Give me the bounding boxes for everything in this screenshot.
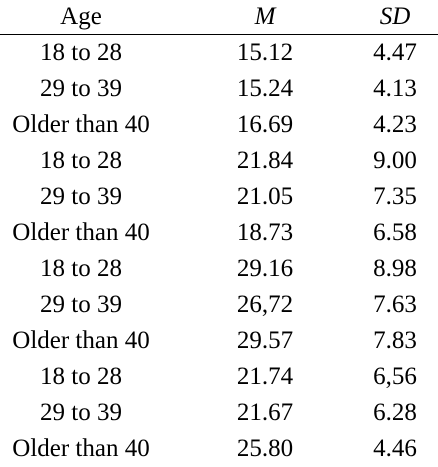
mean-cell: 21.74 — [236, 363, 294, 390]
age-cell: 18 to 28 — [40, 255, 122, 282]
mean-cell: 15.24 — [236, 75, 294, 102]
mean-cell: 25.80 — [236, 435, 294, 462]
table-row: 29 to 39 21.05 7.35 — [0, 179, 438, 215]
age-cell: 18 to 28 — [40, 363, 122, 390]
sd-cell: 4.13 — [373, 75, 417, 102]
mean-cell: 29.57 — [236, 327, 294, 354]
table-header: Age M SD — [0, 0, 438, 35]
table-row: Older than 40 18.73 6.58 — [0, 215, 438, 251]
age-cell: 29 to 39 — [40, 291, 122, 318]
age-cell: Older than 40 — [12, 219, 150, 246]
table-row: 29 to 39 15.24 4.13 — [0, 71, 438, 107]
sd-cell: 7.83 — [373, 327, 417, 354]
table-body: 18 to 28 15.12 4.47 29 to 39 15.24 4.13 … — [0, 35, 438, 467]
sd-cell: 7.35 — [373, 183, 417, 210]
mean-cell: 18.73 — [236, 219, 294, 246]
sd-cell: 4.23 — [373, 111, 417, 138]
age-cell: Older than 40 — [12, 327, 150, 354]
age-cell: 29 to 39 — [40, 399, 122, 426]
age-cell: 18 to 28 — [40, 39, 122, 66]
age-cell: 29 to 39 — [40, 183, 122, 210]
sd-cell: 6.28 — [373, 399, 417, 426]
sd-cell: 8.98 — [373, 255, 417, 282]
sd-cell: 6.58 — [373, 219, 417, 246]
age-cell: 29 to 39 — [40, 75, 122, 102]
sd-cell: 4.46 — [373, 435, 417, 462]
sd-cell: 6,56 — [373, 363, 417, 390]
table-row: Older than 40 16.69 4.23 — [0, 107, 438, 143]
header-mean: M — [254, 3, 276, 30]
age-cell: Older than 40 — [12, 111, 150, 138]
table-row: 18 to 28 21.84 9.00 — [0, 143, 438, 179]
mean-cell: 29.16 — [236, 255, 294, 282]
table-row: 29 to 39 26,72 7.63 — [0, 287, 438, 323]
mean-cell: 26,72 — [236, 291, 294, 318]
age-cell: 18 to 28 — [40, 147, 122, 174]
header-age: Age — [60, 3, 102, 30]
table-row: 18 to 28 29.16 8.98 — [0, 251, 438, 287]
table-row: 29 to 39 21.67 6.28 — [0, 395, 438, 431]
sd-cell: 7.63 — [373, 291, 417, 318]
mean-cell: 21.05 — [236, 183, 294, 210]
mean-cell: 21.67 — [236, 399, 294, 426]
sd-cell: 4.47 — [373, 39, 417, 66]
sd-cell: 9.00 — [373, 147, 417, 174]
header-sd: SD — [379, 3, 411, 30]
mean-cell: 21.84 — [236, 147, 294, 174]
table-row: 18 to 28 21.74 6,56 — [0, 359, 438, 395]
table-row: Older than 40 25.80 4.46 — [0, 431, 438, 467]
table-row: Older than 40 29.57 7.83 — [0, 323, 438, 359]
table-row: 18 to 28 15.12 4.47 — [0, 35, 438, 71]
mean-cell: 16.69 — [236, 111, 294, 138]
age-cell: Older than 40 — [12, 435, 150, 462]
mean-cell: 15.12 — [236, 39, 294, 66]
